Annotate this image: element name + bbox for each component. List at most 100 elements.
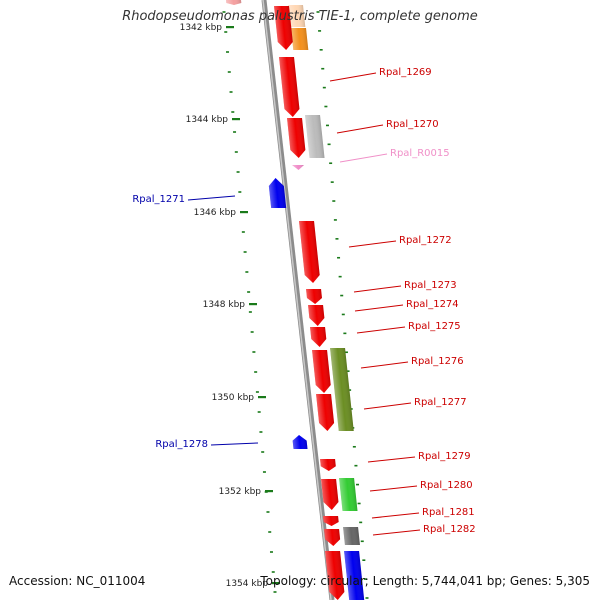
track-dot [321,67,325,70]
track-dot [356,483,360,486]
genome-summary-text: Topology: circular; Length: 5,744,041 bp… [260,574,590,588]
scale-tick-mark [232,118,240,121]
scale-ticks: 1342 kbp 1344 kbp 1346 kbp 1348 kbp 1350 kbp… [180,23,280,589]
gene-block-shading [291,28,309,50]
gene-block-shading [343,527,360,545]
gene-label[interactable]: Rpal_1275 [408,321,461,332]
gene-leader-line [339,153,388,163]
gene-label[interactable]: Rpal_1269 [379,67,432,78]
feature-dot-track [222,11,369,599]
gene-label[interactable]: Rpal_1279 [418,451,471,462]
track-dot [254,371,258,373]
scale-tick-label: 1344 kbp [186,115,229,125]
track-dot [229,91,233,93]
track-dot [224,31,228,33]
gene-block-shading [325,551,345,600]
track-dot [231,111,235,113]
track-dot [252,351,256,353]
scale-tick-label: 1346 kbp [194,208,237,218]
gene-label[interactable]: Rpal_R0015 [390,148,450,159]
track-dot [234,151,238,153]
track-dot [222,11,226,13]
gene-leader-line [354,304,404,312]
gene-block-shading [321,479,339,510]
track-dot [344,351,348,354]
gene-block-shading [316,394,335,431]
gene-leader-line [371,512,420,519]
track-dot [333,219,337,221]
track-dot [227,71,231,73]
gene-label[interactable]: Rpal_1270 [386,119,439,130]
gene-label[interactable]: Rpal_1276 [411,356,464,367]
track-dot [255,391,259,393]
gene-leader-line [348,240,397,248]
gene-block-shading [299,221,320,283]
gene-leader-line [369,485,418,492]
scale-tick-label: 1352 kbp [219,487,262,497]
gene-block-shading [310,327,327,347]
gene-leader-line [336,124,384,134]
genome-backbone-highlight [262,0,332,600]
gene-block-shading [268,178,287,208]
track-dot [352,445,356,448]
gene-leader-line [372,529,421,536]
track-dot [261,451,265,453]
gene-label[interactable]: Rpal_1281 [422,507,475,518]
genome-backbone [261,0,335,600]
track-dot [271,571,275,573]
gene-block-shading [287,118,306,158]
gene-block-shading [306,289,322,304]
scale-tick-label: 1354 kbp [226,579,269,589]
track-dot [257,411,261,413]
gene-leader-line [187,195,236,201]
scale-tick-label: 1350 kbp [212,393,255,403]
track-dot [329,162,333,165]
track-dot [346,370,350,372]
track-dot [338,275,342,278]
accession-text: Accession: NC_011004 [9,574,146,588]
scale-tick-mark [258,396,266,399]
gene-block-shading [226,0,242,5]
track-dot [248,311,252,313]
scale-tick-label: 1348 kbp [203,300,246,310]
track-dot [268,531,272,533]
gene-label[interactable]: Rpal_1280 [420,480,473,491]
gene-block-shading [274,6,293,50]
track-dot [365,597,369,599]
gene-label[interactable]: Rpal_1273 [404,280,457,291]
gene-block-shading [312,350,331,393]
track-dot [348,389,352,391]
track-dot [341,313,345,316]
gene-label[interactable]: Rpal_1282 [423,524,476,535]
track-dot [241,231,245,233]
gene-label[interactable]: Rpal_1277 [414,397,467,408]
track-dot [266,511,270,513]
gene-block-shading [305,115,325,158]
scale-tick-label: 1342 kbp [180,23,223,33]
gene-block-shading [344,551,365,600]
gene-leader-line [363,402,412,410]
track-dot [250,331,254,333]
track-dot [362,559,366,561]
track-dot [357,502,361,505]
track-dot [360,540,364,543]
track-dot [337,256,341,259]
gene-block-shading [320,459,336,471]
track-dot [262,471,266,473]
track-dot [359,521,363,524]
track-dot [259,431,263,433]
gene-label[interactable]: Rpal_1274 [406,299,459,310]
track-dot [327,143,331,146]
gene-leader-line [367,456,416,463]
gene-label[interactable]: Rpal_1272 [399,235,452,246]
track-dot [363,578,367,580]
track-dot [245,271,249,273]
track-dot [335,238,339,240]
track-dot [324,105,328,108]
gene-label[interactable]: Rpal_1271 [132,194,185,205]
track-dot [319,49,323,51]
gene-block-shading [288,5,306,27]
gene-label[interactable]: Rpal_1278 [155,439,208,450]
track-dot [316,11,320,13]
